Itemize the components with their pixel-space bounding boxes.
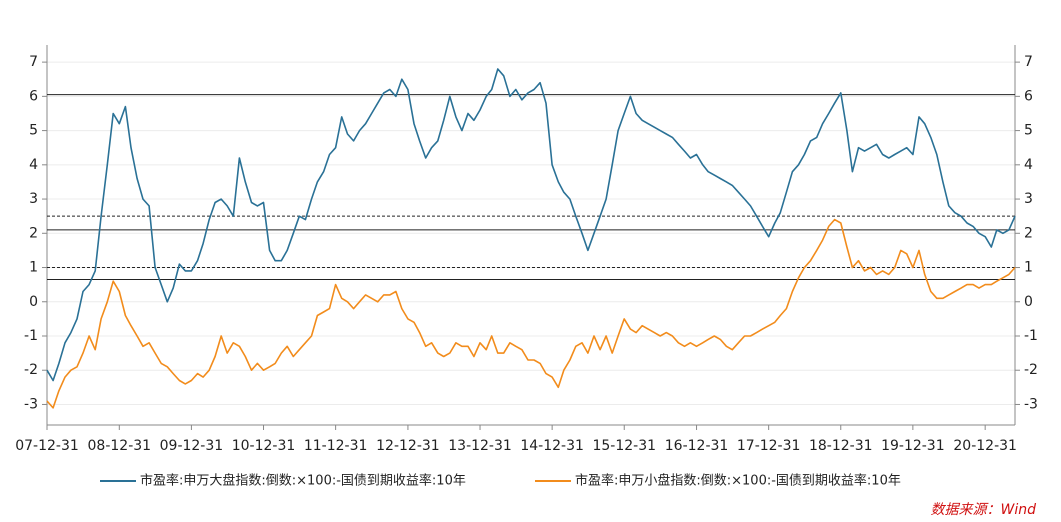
y2-tick-label: 1 xyxy=(1024,260,1033,276)
y2-tick-label: 5 xyxy=(1024,123,1033,139)
x-tick-label: 07-12-31 xyxy=(15,438,79,454)
x-tick-label: 20-12-31 xyxy=(953,438,1017,454)
y-tick-label: 1 xyxy=(29,260,38,276)
x-tick-label: 10-12-31 xyxy=(232,438,296,454)
y-tick-label: 4 xyxy=(29,157,38,173)
x-tick-label: 09-12-31 xyxy=(160,438,224,454)
y2-tick-label: 6 xyxy=(1024,88,1033,104)
y-tick-label: -3 xyxy=(24,396,38,412)
x-tick-label: 15-12-31 xyxy=(592,438,656,454)
legend-label: 市盈率:申万小盘指数:倒数:×100:-国债到期收益率:10年 xyxy=(575,473,901,489)
y-tick-label: 7 xyxy=(29,54,38,70)
x-tick-label: 12-12-31 xyxy=(376,438,440,454)
y2-tick-label: -3 xyxy=(1024,396,1038,412)
y2-tick-label: 7 xyxy=(1024,54,1033,70)
source-note: 数据来源：Wind xyxy=(931,502,1037,518)
y-tick-label: 2 xyxy=(29,225,38,241)
x-tick-label: 13-12-31 xyxy=(448,438,512,454)
x-tick-label: 18-12-31 xyxy=(809,438,873,454)
series-line xyxy=(46,218,1016,409)
y-tick-label: 6 xyxy=(29,88,38,104)
x-tick-label: 17-12-31 xyxy=(737,438,801,454)
x-tick-label: 16-12-31 xyxy=(665,438,729,454)
y2-tick-label: 3 xyxy=(1024,191,1033,207)
y-tick-label: -1 xyxy=(24,328,38,344)
legend-label: 市盈率:申万大盘指数:倒数:×100:-国债到期收益率:10年 xyxy=(140,473,466,489)
y2-tick-label: 4 xyxy=(1024,157,1033,173)
series-line xyxy=(46,68,1016,382)
y2-tick-label: 0 xyxy=(1024,294,1033,310)
y-tick-label: 0 xyxy=(29,294,38,310)
y-tick-label: -2 xyxy=(24,362,38,378)
y-tick-label: 3 xyxy=(29,191,38,207)
x-tick-label: 14-12-31 xyxy=(520,438,584,454)
y2-tick-label: 2 xyxy=(1024,225,1033,241)
y2-tick-label: -1 xyxy=(1024,328,1038,344)
y-tick-label: 5 xyxy=(29,123,38,139)
x-tick-label: 11-12-31 xyxy=(304,438,368,454)
x-tick-label: 19-12-31 xyxy=(881,438,945,454)
y2-tick-label: -2 xyxy=(1024,362,1038,378)
x-tick-label: 08-12-31 xyxy=(88,438,152,454)
